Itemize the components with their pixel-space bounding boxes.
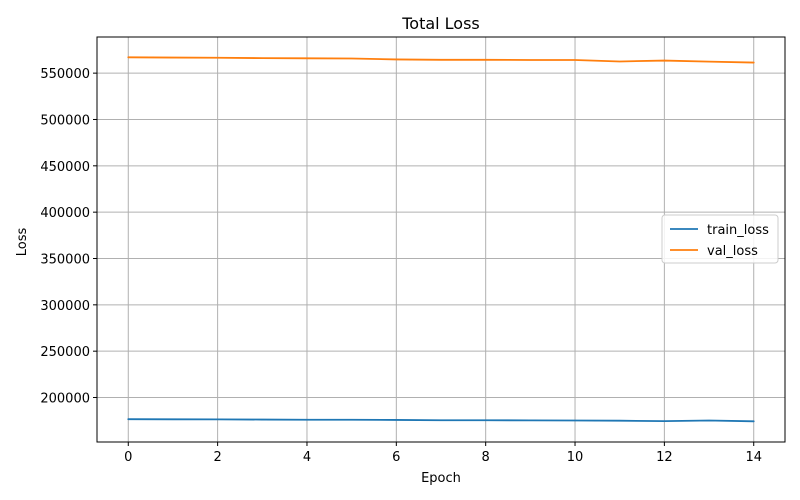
- y-tick-label: 350000: [40, 252, 90, 267]
- x-tick-label: 12: [656, 450, 673, 465]
- x-tick-label: 8: [482, 450, 490, 465]
- x-tick-label: 2: [213, 450, 221, 465]
- y-tick-label: 300000: [40, 299, 90, 314]
- legend-label-train-loss: train_loss: [707, 223, 769, 238]
- x-tick-label: 6: [392, 450, 400, 465]
- legend-label-val-loss: val_loss: [707, 244, 758, 259]
- y-tick-label: 500000: [40, 113, 90, 128]
- y-tick-label: 400000: [40, 206, 90, 221]
- y-tick-label: 550000: [40, 67, 90, 82]
- y-tick-label: 450000: [40, 160, 90, 175]
- chart-title: Total Loss: [401, 14, 480, 33]
- x-axis-label: Epoch: [421, 471, 461, 486]
- y-axis-ticks: 200000 250000 300000 350000 400000 450000 5000…: [40, 67, 97, 407]
- legend: train_loss val_loss: [661, 214, 779, 264]
- series-line-val-loss: [127, 56, 755, 64]
- x-tick-label: 14: [745, 450, 762, 465]
- legend-box: [661, 214, 779, 264]
- y-tick-label: 200000: [40, 392, 90, 407]
- x-tick-label: 4: [303, 450, 311, 465]
- grid: [97, 37, 785, 442]
- y-tick-label: 250000: [40, 345, 90, 360]
- x-axis-ticks: 0 2 4 6 8 10 12 14: [124, 442, 762, 465]
- series-lines: [127, 56, 755, 423]
- plot-frame: [96, 36, 786, 443]
- series-line-train-loss: [127, 418, 755, 423]
- y-axis-label: Loss: [15, 228, 30, 257]
- x-tick-label: 0: [124, 450, 132, 465]
- x-tick-label: 10: [567, 450, 584, 465]
